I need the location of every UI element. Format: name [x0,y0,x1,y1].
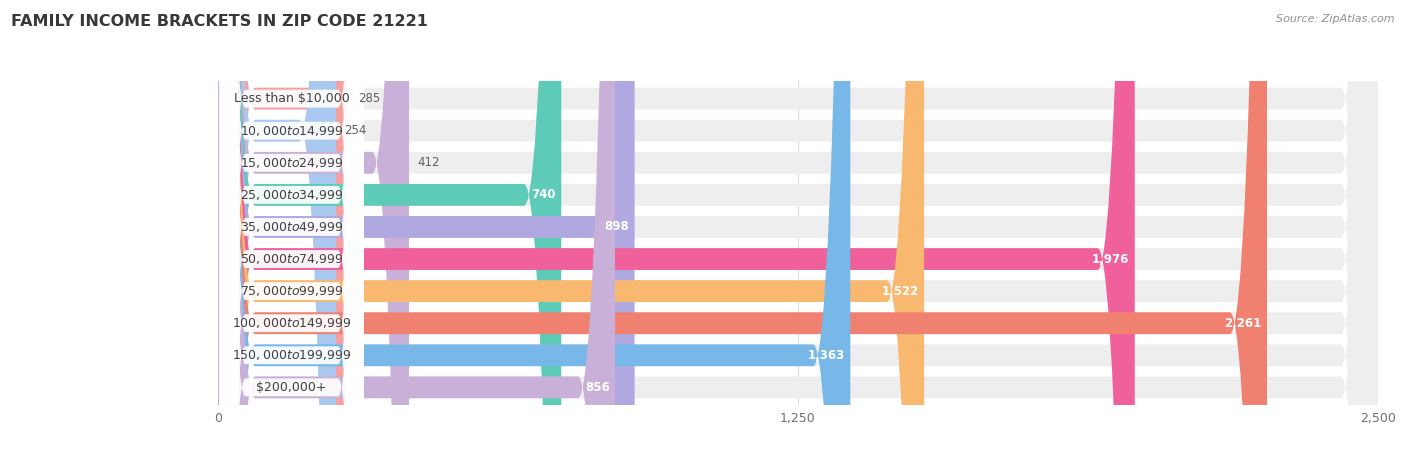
FancyBboxPatch shape [219,0,364,450]
FancyBboxPatch shape [219,0,364,450]
FancyBboxPatch shape [218,0,336,450]
Text: $25,000 to $34,999: $25,000 to $34,999 [240,188,343,202]
FancyBboxPatch shape [218,0,1378,450]
Text: FAMILY INCOME BRACKETS IN ZIP CODE 21221: FAMILY INCOME BRACKETS IN ZIP CODE 21221 [11,14,427,28]
FancyBboxPatch shape [218,0,561,450]
Text: Less than $10,000: Less than $10,000 [233,92,350,105]
FancyBboxPatch shape [219,0,364,450]
FancyBboxPatch shape [218,0,634,450]
FancyBboxPatch shape [218,0,1378,450]
Text: 1,363: 1,363 [807,349,845,362]
FancyBboxPatch shape [218,0,1378,450]
Text: $35,000 to $49,999: $35,000 to $49,999 [240,220,343,234]
FancyBboxPatch shape [218,0,614,450]
FancyBboxPatch shape [218,0,1378,450]
FancyBboxPatch shape [219,0,364,450]
FancyBboxPatch shape [218,0,851,450]
FancyBboxPatch shape [219,0,364,450]
Text: 856: 856 [585,381,610,394]
Text: $200,000+: $200,000+ [256,381,328,394]
Text: $10,000 to $14,999: $10,000 to $14,999 [240,124,343,138]
Text: 1,976: 1,976 [1092,252,1129,266]
Text: 285: 285 [359,92,381,105]
Text: $75,000 to $99,999: $75,000 to $99,999 [240,284,343,298]
Text: Source: ZipAtlas.com: Source: ZipAtlas.com [1277,14,1395,23]
FancyBboxPatch shape [218,0,1135,450]
FancyBboxPatch shape [218,0,1378,450]
FancyBboxPatch shape [218,0,350,450]
FancyBboxPatch shape [218,0,924,450]
FancyBboxPatch shape [218,0,1378,450]
FancyBboxPatch shape [219,0,364,450]
FancyBboxPatch shape [218,0,1267,450]
Text: $50,000 to $74,999: $50,000 to $74,999 [240,252,343,266]
Text: 1,522: 1,522 [882,284,918,297]
FancyBboxPatch shape [218,0,409,450]
FancyBboxPatch shape [219,0,364,450]
FancyBboxPatch shape [219,0,364,450]
Text: 740: 740 [531,189,555,202]
Text: 2,261: 2,261 [1225,317,1261,330]
FancyBboxPatch shape [219,0,364,450]
Text: 254: 254 [344,124,367,137]
Text: $100,000 to $149,999: $100,000 to $149,999 [232,316,352,330]
FancyBboxPatch shape [219,0,364,450]
Text: $15,000 to $24,999: $15,000 to $24,999 [240,156,343,170]
Text: 898: 898 [605,220,628,234]
FancyBboxPatch shape [218,0,1378,450]
Text: 412: 412 [418,156,440,169]
FancyBboxPatch shape [218,0,1378,450]
Text: $150,000 to $199,999: $150,000 to $199,999 [232,348,352,362]
FancyBboxPatch shape [218,0,1378,450]
FancyBboxPatch shape [218,0,1378,450]
